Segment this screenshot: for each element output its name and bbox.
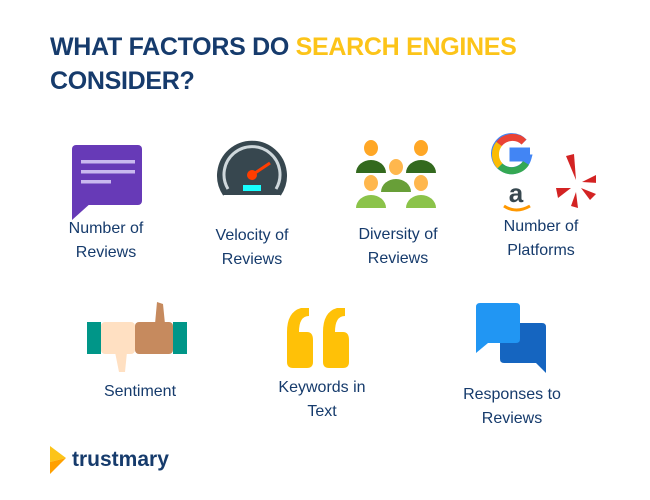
factor-label-line1: Velocity of: [215, 227, 289, 244]
factor-velocity-of-reviews: Velocity of Reviews: [182, 137, 322, 272]
factor-label-line1: Number of: [503, 218, 579, 235]
svg-text:a: a: [509, 178, 524, 208]
factor-label-line1: Diversity of: [358, 226, 438, 243]
title-part1: WHAT FACTORS DO: [50, 33, 296, 61]
google-logo-icon: [491, 133, 533, 175]
amazon-logo-icon: a: [503, 178, 531, 212]
factor-label-line2: Reviews: [75, 244, 137, 261]
quote-icon: [287, 308, 349, 368]
factor-label-line2: Platforms: [507, 242, 575, 259]
factor-label-line1: Sentiment: [103, 383, 177, 400]
brand-logo: trustmary: [50, 446, 169, 474]
factor-sentiment: Sentiment: [70, 302, 210, 404]
factor-label-line1: Number of: [68, 220, 144, 237]
speedometer-icon: [217, 140, 287, 196]
factor-label-line1: Responses to: [463, 386, 561, 403]
factor-label-line2: Reviews: [367, 250, 429, 267]
page-title: WHAT FACTORS DO SEARCH ENGINES CONSIDER?: [50, 30, 517, 98]
factor-label-line1: Keywords in: [278, 379, 366, 396]
factor-label-line2: Reviews: [481, 410, 543, 427]
people-group-icon: [356, 140, 436, 208]
yelp-logo-icon: [556, 154, 596, 208]
chat-bubble-icon: [72, 145, 142, 220]
thumbs-up-down-icon: [87, 302, 187, 372]
factor-diversity-of-reviews: Diversity of Reviews: [328, 140, 468, 271]
factor-responses-to-reviews: Responses to Reviews: [442, 303, 582, 431]
conversation-icon: [476, 303, 546, 373]
platform-logos-icon: a: [491, 133, 596, 212]
title-part2: CONSIDER?: [50, 67, 195, 95]
title-highlight: SEARCH ENGINES: [295, 33, 517, 61]
brand-name: trustmary: [72, 448, 169, 471]
factor-number-of-platforms: a Number of Platforms: [471, 130, 611, 263]
factor-label-line2: Reviews: [221, 251, 283, 268]
factor-number-of-reviews: Number of Reviews: [36, 140, 176, 265]
trustmary-logo-icon: [50, 446, 66, 474]
factor-label-line2: Text: [307, 403, 337, 420]
factor-keywords-in-text: Keywords in Text: [252, 308, 392, 424]
